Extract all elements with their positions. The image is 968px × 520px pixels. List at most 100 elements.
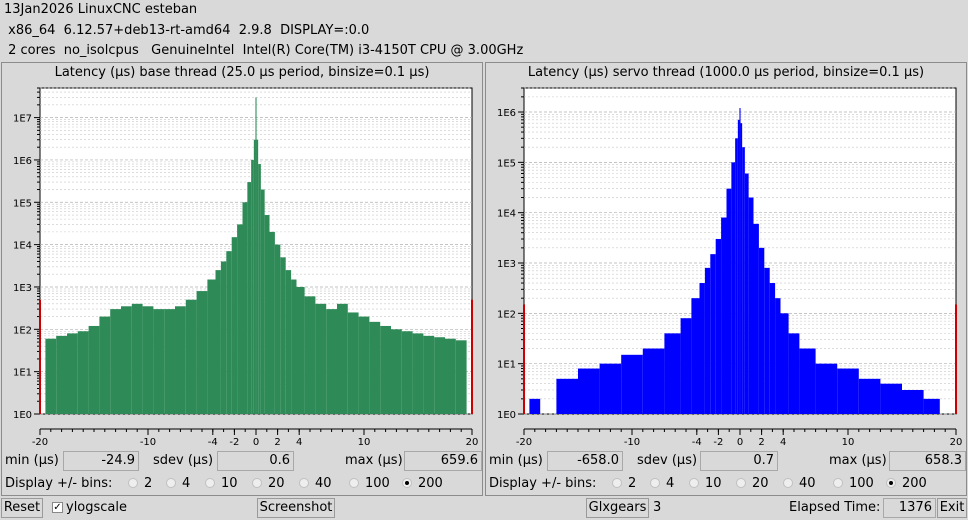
base-y-tick-label: 1E0 [13, 410, 32, 421]
servo-bar [858, 378, 881, 414]
base-bar [175, 306, 186, 414]
base-bins-radio-100[interactable] [349, 478, 359, 488]
base-bar [110, 309, 121, 414]
base-bar [274, 244, 281, 414]
servo-bar [799, 348, 816, 414]
servo-bins-radio-200[interactable] [886, 478, 896, 488]
base-bar [280, 257, 286, 414]
base-bar [285, 270, 292, 414]
servo-bins-radio-4[interactable] [650, 478, 660, 488]
servo-x-tick-label: -20 [516, 437, 532, 448]
base-y-tick-label: 1E2 [13, 325, 32, 336]
base-bins-radio-20[interactable] [252, 478, 262, 488]
base-bins-option-label: 40 [315, 476, 332, 491]
servo-bar [731, 162, 736, 414]
base-bins-row: Display +/- bins: 2 4 10 20 40 100 200 [2, 474, 482, 496]
servo-bar [753, 223, 759, 414]
servo-min-label: min (µs) [489, 453, 543, 468]
exit-button[interactable]: Exit [937, 498, 967, 518]
base-bar [39, 299, 41, 414]
ylogscale-checkbox[interactable]: ✓ [52, 502, 63, 513]
base-bins-radio-4[interactable] [166, 478, 176, 488]
base-y-tick-label: 1E4 [13, 241, 32, 252]
base-bar [337, 303, 348, 414]
servo-bins-radio-40[interactable] [783, 478, 793, 488]
servo-y-tick-label: 1E3 [497, 259, 516, 270]
servo-y-tick-label: 1E0 [497, 410, 516, 421]
base-bar [358, 316, 370, 414]
base-x-tick-label: -2 [229, 437, 239, 448]
base-bar [131, 303, 143, 414]
header-line-2: x86_64 6.12.57+deb13-rt-amd64 2.9.8 DISP… [4, 23, 370, 38]
base-bar [196, 291, 208, 414]
servo-bar [523, 304, 525, 414]
reset-button[interactable]: Reset [1, 498, 43, 518]
base-bins-radio-200[interactable] [402, 478, 412, 488]
servo-bar [758, 247, 765, 414]
base-max-value: 659.6 [404, 451, 482, 471]
base-y-tick-label: 1E7 [13, 114, 32, 125]
base-bar [347, 312, 359, 414]
servo-bar [621, 354, 643, 414]
base-bar [296, 286, 305, 414]
base-bar [423, 335, 435, 414]
base-bar [207, 279, 216, 414]
servo-bins-radio-100[interactable] [833, 478, 843, 488]
servo-bins-radio-10[interactable] [689, 478, 699, 488]
servo-bar [726, 188, 732, 414]
header-line-1: 13Jan2026 LinuxCNC esteban [4, 2, 198, 17]
servo-bins-option-label: 40 [799, 476, 816, 491]
base-bar [369, 321, 381, 414]
base-bar [153, 309, 165, 414]
servo-y-tick-label: 1E5 [497, 158, 516, 169]
base-x-tick-label: 4 [296, 437, 302, 448]
servo-bins-option-label: 2 [628, 476, 637, 491]
servo-bar [775, 298, 781, 414]
servo-max-label: max (µs) [829, 453, 887, 468]
base-bar [304, 296, 316, 414]
base-bar [121, 306, 132, 414]
base-bar [401, 331, 413, 414]
servo-bar [744, 173, 749, 414]
base-bar [256, 139, 259, 415]
servo-bar [740, 123, 743, 414]
servo-bar [902, 389, 924, 414]
base-bins-option-label: 200 [418, 476, 443, 491]
base-bins-radio-40[interactable] [299, 478, 309, 488]
base-bins-radio-10[interactable] [205, 478, 215, 488]
base-bins-option-label: 2 [144, 476, 153, 491]
servo-x-tick-label: -2 [713, 437, 723, 448]
base-x-tick-label: -10 [140, 437, 156, 448]
base-bar [237, 224, 243, 414]
base-bar [185, 299, 197, 414]
glxgears-button[interactable]: Glxgears [586, 498, 649, 518]
servo-bar [704, 267, 711, 414]
base-thread-panel: Latency (µs) base thread (25.0 µs period… [1, 62, 483, 496]
servo-bins-radio-20[interactable] [736, 478, 746, 488]
base-bar [455, 340, 467, 414]
base-max-label: max (µs) [345, 453, 403, 468]
servo-bar [735, 138, 738, 414]
servo-bar [529, 398, 541, 414]
screenshot-button[interactable]: Screenshot [257, 498, 335, 518]
servo-max-value: 658.3 [889, 451, 966, 471]
base-x-tick-label: 0 [253, 437, 259, 448]
base-y-tick-label: 1E5 [13, 198, 32, 209]
base-bar [255, 97, 257, 415]
servo-x-tick-label: 10 [842, 437, 855, 448]
servo-bar [699, 283, 705, 414]
base-bar [269, 231, 275, 414]
servo-bins-radio-2[interactable] [612, 478, 622, 488]
servo-bins-option-label: 10 [705, 476, 722, 491]
servo-bar [880, 383, 902, 414]
servo-bar [923, 398, 940, 414]
servo-bar [556, 378, 578, 414]
base-bar [264, 215, 270, 414]
base-bar [231, 237, 238, 414]
servo-bar [642, 348, 665, 414]
servo-bar [680, 318, 692, 414]
base-y-tick-label: 1E1 [13, 368, 32, 379]
servo-bins-option-label: 4 [666, 476, 675, 491]
base-bins-radio-2[interactable] [128, 478, 138, 488]
